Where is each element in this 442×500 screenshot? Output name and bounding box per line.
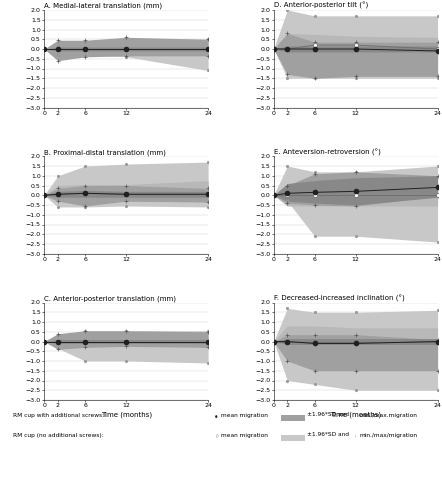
Text: B. Proximal-distal translation (mm): B. Proximal-distal translation (mm) [44, 149, 166, 156]
Text: A. Medial-lateral translation (mm): A. Medial-lateral translation (mm) [44, 3, 162, 10]
Text: min./max/migration: min./max/migration [359, 432, 417, 438]
Text: ·: · [354, 432, 357, 442]
Text: ±1.96*SD and: ±1.96*SD and [307, 432, 349, 438]
Text: min./max.migration: min./max.migration [359, 412, 417, 418]
Text: RM cup with additional screws:: RM cup with additional screws: [13, 412, 104, 418]
Text: mean migration: mean migration [221, 432, 268, 438]
Text: ±1.96*SD and: ±1.96*SD and [307, 412, 349, 418]
Text: D. Anterior-posterior tilt (°): D. Anterior-posterior tilt (°) [274, 2, 368, 10]
Text: ·: · [354, 412, 357, 422]
Text: RM cup (no additional screws):: RM cup (no additional screws): [13, 432, 104, 438]
X-axis label: Time (months): Time (months) [101, 411, 152, 418]
Text: E. Anteversion-retroversion (°): E. Anteversion-retroversion (°) [274, 148, 381, 156]
Text: C. Anterior-posterior translation (mm): C. Anterior-posterior translation (mm) [44, 296, 176, 302]
X-axis label: Time (months): Time (months) [330, 411, 381, 418]
Text: ◦: ◦ [214, 432, 219, 442]
Text: F. Decreased-increased inclination (°): F. Decreased-increased inclination (°) [274, 294, 404, 302]
Text: mean migration: mean migration [221, 412, 268, 418]
Text: •: • [214, 412, 219, 422]
